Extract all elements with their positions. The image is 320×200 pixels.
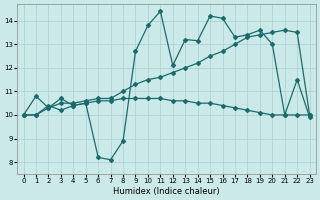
- X-axis label: Humidex (Indice chaleur): Humidex (Indice chaleur): [113, 187, 220, 196]
